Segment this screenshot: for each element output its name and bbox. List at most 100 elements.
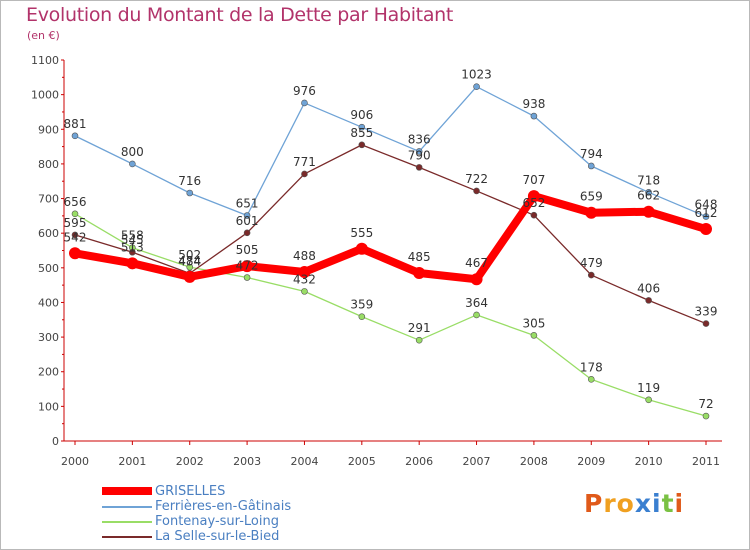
chart-title: Evolution du Montant de la Dette par Hab… (26, 4, 454, 26)
data-point (415, 164, 423, 171)
data-label: 542 (64, 230, 87, 244)
data-label: 707 (522, 173, 545, 187)
data-label: 722 (465, 172, 488, 186)
x-tick-label: 2007 (463, 455, 491, 468)
x-tick-label: 2001 (118, 455, 146, 468)
data-point (301, 99, 308, 107)
data-label: 339 (695, 305, 718, 319)
data-label: 472 (236, 259, 259, 273)
x-tick-label: 2000 (61, 455, 89, 468)
data-point (301, 170, 308, 178)
data-label: 178 (580, 360, 603, 374)
data-point (587, 376, 595, 383)
data-point (473, 187, 480, 195)
data-point (473, 311, 480, 319)
legend-item-la-selle: La Selle-sur-le-Bied (102, 529, 362, 544)
data-label: 291 (408, 321, 431, 335)
data-label: 794 (580, 147, 603, 161)
data-point (415, 148, 423, 155)
data-point (587, 162, 595, 170)
y-tick-label: 100 (38, 400, 59, 413)
data-label: 976 (293, 84, 316, 98)
data-label: 558 (121, 229, 144, 243)
data-label: 474 (178, 254, 201, 268)
legend-label-fontenay: Fontenay-sur-Loing (155, 514, 279, 529)
y-tick-label: 1100 (31, 54, 59, 67)
data-point (186, 189, 194, 197)
y-tick-label: 800 (38, 158, 59, 171)
data-label: 800 (121, 145, 144, 159)
data-point (645, 297, 652, 304)
series-line-3 (74, 144, 707, 325)
y-tick-label: 900 (38, 123, 59, 136)
x-tick-label: 2002 (176, 455, 204, 468)
data-point (358, 141, 366, 149)
data-label: 432 (293, 272, 316, 286)
data-label: 652 (522, 196, 545, 210)
x-tick-label: 2008 (520, 455, 548, 468)
data-label: 656 (64, 195, 87, 209)
x-tick-label: 2004 (290, 455, 318, 468)
data-label: 612 (695, 206, 718, 220)
data-point (645, 189, 652, 196)
y-tick-label: 400 (38, 296, 59, 309)
data-label: 906 (350, 108, 373, 122)
data-point (358, 313, 366, 320)
data-point (129, 160, 136, 168)
x-tick-label: 2006 (405, 455, 433, 468)
data-point (71, 132, 79, 140)
data-label: 72 (698, 397, 713, 411)
data-label: 305 (522, 316, 545, 330)
chart-legend: GRISELLES Ferrières-en-Gâtinais Fontenay… (102, 484, 362, 544)
x-tick-label: 2005 (348, 455, 376, 468)
data-label: 651 (236, 197, 259, 211)
data-point (702, 320, 710, 327)
legend-item-griselles: GRISELLES (102, 484, 362, 499)
legend-item-fontenay: Fontenay-sur-Loing (102, 514, 362, 529)
data-point (243, 274, 251, 281)
legend-label-la-selle: La Selle-sur-le-Bied (155, 529, 280, 544)
legend-swatch-griselles (102, 487, 152, 495)
data-label: 406 (637, 281, 660, 295)
data-label: 1023 (461, 68, 492, 82)
y-tick-label: 200 (38, 366, 59, 379)
legend-item-ferrieres: Ferrières-en-Gâtinais (102, 499, 362, 514)
data-label: 836 (408, 132, 431, 146)
data-point (71, 210, 79, 218)
x-tick-label: 2003 (233, 455, 261, 468)
data-label: 938 (522, 97, 545, 111)
data-point (126, 257, 139, 270)
data-label: 513 (121, 240, 144, 254)
data-point (645, 396, 652, 404)
data-point (241, 260, 254, 273)
data-point (587, 271, 595, 279)
data-label: 716 (178, 174, 201, 188)
data-label: 119 (637, 381, 660, 395)
data-point (702, 213, 710, 220)
data-point (243, 212, 251, 219)
data-label: 790 (408, 148, 431, 162)
data-label: 502 (178, 248, 201, 262)
data-label: 662 (637, 189, 660, 203)
data-label: 364 (465, 296, 488, 310)
data-label: 659 (580, 190, 603, 204)
data-label: 881 (64, 117, 87, 131)
x-tick-label: 2010 (635, 455, 663, 468)
y-tick-label: 600 (38, 227, 59, 240)
data-point (527, 190, 540, 203)
legend-swatch-ferrieres (102, 506, 152, 508)
data-point (358, 123, 366, 131)
data-label: 595 (64, 216, 87, 230)
data-point (298, 265, 311, 278)
data-label: 601 (236, 214, 259, 228)
legend-label-griselles: GRISELLES (155, 484, 226, 499)
data-point (642, 205, 655, 218)
y-tick-label: 500 (38, 262, 59, 275)
data-point (301, 288, 308, 295)
y-tick-label: 300 (38, 331, 59, 344)
legend-label-ferrieres: Ferrières-en-Gâtinais (155, 499, 292, 514)
data-label: 718 (637, 173, 660, 187)
data-point (585, 206, 598, 219)
